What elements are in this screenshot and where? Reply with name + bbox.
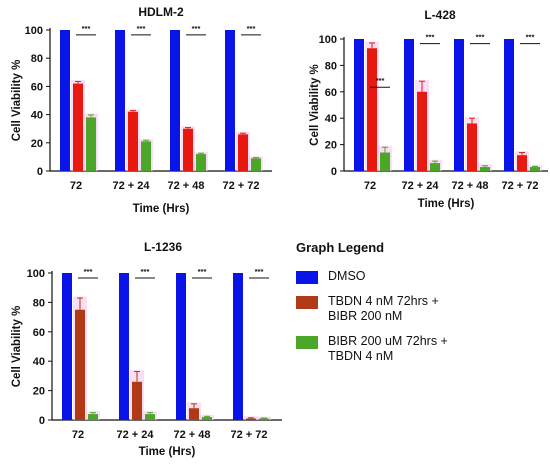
chart1-bar-3 xyxy=(196,154,206,171)
chart1-sig-stars: *** xyxy=(137,24,146,33)
chart3-bar-3 xyxy=(259,418,269,420)
chart3-ytick-label: 40 xyxy=(33,356,45,368)
legend-swatch-bibr-tbdn xyxy=(296,336,318,349)
legend-swatch-tbdn-bibr xyxy=(296,296,318,309)
chart3-bar-2 xyxy=(246,418,256,420)
chart2-bar-1 xyxy=(454,39,464,171)
chart1-sig-stars: *** xyxy=(82,24,91,33)
chart1-bar-2 xyxy=(73,83,83,171)
chart2-sig-stars: *** xyxy=(376,76,385,85)
legend-label-dmso: DMSO xyxy=(328,269,366,283)
chart3-xtick-label: 72 + 48 xyxy=(173,429,210,441)
chart1-sig-stars: *** xyxy=(247,24,256,33)
chart1-bar-3 xyxy=(86,117,96,171)
chart2-ytick-label: 100 xyxy=(319,34,337,46)
chart3-ytick-label: 20 xyxy=(33,386,45,398)
chart1-bar-2 xyxy=(238,134,248,171)
chart2-bar-3 xyxy=(480,167,490,171)
legend-label-tbdn-bibr: TBDN 4 nM 72hrs + BIBR 200 nM xyxy=(328,294,439,323)
chart2-ylabel: Cell Viability % xyxy=(309,64,321,146)
chart3-ytick-label: 80 xyxy=(33,297,45,309)
chart3-sig-stars: *** xyxy=(141,267,150,276)
chart3-sig-stars: *** xyxy=(255,267,264,276)
chart3-ylabel: Cell Viability % xyxy=(11,306,23,388)
chart3-bar-3 xyxy=(202,417,212,420)
chart1-xtick-label: 72 xyxy=(70,180,82,192)
chart2-bar-2 xyxy=(467,123,477,171)
chart3-bar-1 xyxy=(119,273,129,420)
chart3-xtick-label: 72 + 24 xyxy=(116,429,154,441)
chart3-bar-2 xyxy=(75,309,85,420)
chart3-bar-3 xyxy=(88,414,98,420)
chart3-bar-2 xyxy=(189,408,199,420)
chart3-xtick-label: 72 + 72 xyxy=(230,429,267,441)
legend-item-bibr-tbdn: BIBR 200 uM 72hrs + TBDN 4 nM xyxy=(296,334,546,364)
chart2-ytick-label: 20 xyxy=(325,140,337,152)
chart2-bar-3 xyxy=(530,167,540,171)
chart1-xlabel: Time (Hrs) xyxy=(133,203,190,215)
chart1-xtick-label: 72 + 24 xyxy=(112,180,150,192)
chart1-ytick-label: 40 xyxy=(31,110,43,122)
graph-legend: Graph Legend DMSO TBDN 4 nM 72hrs + BIBR… xyxy=(296,240,546,374)
chart2-xtick-label: 72 + 48 xyxy=(451,180,488,192)
chart2-sig-stars: *** xyxy=(426,33,435,42)
chart1-bar-1 xyxy=(60,30,70,171)
chart3-bar-3 xyxy=(145,414,155,420)
chart2-sig-stars: *** xyxy=(526,33,535,42)
chart2-xtick-label: 72 xyxy=(364,180,376,192)
chart3-title: L-1236 xyxy=(144,240,182,254)
chart3-ytick-label: 0 xyxy=(39,415,45,427)
chart2-bar-1 xyxy=(354,39,364,171)
chart1-ylabel: Cell Viability % xyxy=(11,60,23,142)
legend-label-bibr-tbdn: BIBR 200 uM 72hrs + TBDN 4 nM xyxy=(328,334,448,363)
chart2-sig-stars: *** xyxy=(476,33,485,42)
chart3-bar-1 xyxy=(62,273,72,420)
legend-item-dmso: DMSO xyxy=(296,269,546,284)
chart2-title: L-428 xyxy=(424,8,456,22)
chart2-ytick-label: 0 xyxy=(331,166,337,178)
chart1-sig-stars: *** xyxy=(192,24,201,33)
chart2-ytick-label: 40 xyxy=(325,113,337,125)
chart1-xtick-label: 72 + 72 xyxy=(222,180,259,192)
chart1-bar-3 xyxy=(251,158,261,171)
chart2-xlabel: Time (Hrs) xyxy=(418,198,475,210)
chart1-bar-2 xyxy=(128,111,138,171)
chart1-bar-1 xyxy=(115,30,125,171)
legend-item-tbdn-bibr: TBDN 4 nM 72hrs + BIBR 200 nM xyxy=(296,294,546,324)
chart2-ytick-label: 80 xyxy=(325,60,337,72)
chart1-ytick-label: 60 xyxy=(31,81,43,93)
chart3-bar-1 xyxy=(233,273,243,420)
chart1-bar-3 xyxy=(141,141,151,171)
chart2-xtick-label: 72 + 72 xyxy=(501,180,538,192)
chart1-ytick-label: 80 xyxy=(31,53,43,65)
chart1-ytick-label: 20 xyxy=(31,138,43,150)
chart2-bar-2 xyxy=(367,48,377,171)
chart2-bar-3 xyxy=(380,152,390,171)
legend-swatch-dmso xyxy=(296,271,318,284)
chart3-xlabel: Time (Hrs) xyxy=(139,446,196,458)
chart1-ytick-label: 100 xyxy=(25,25,43,37)
chart1-bar-1 xyxy=(225,30,235,171)
chart3-sig-stars: *** xyxy=(84,267,93,276)
chart2-bar-1 xyxy=(404,39,414,171)
chart1-title: HDLM-2 xyxy=(138,5,184,19)
chart2-bar-1 xyxy=(504,39,514,171)
chart3-xtick-label: 72 xyxy=(72,429,84,441)
chart1-ytick-label: 0 xyxy=(37,166,43,178)
chart2-bar-3 xyxy=(430,163,440,171)
chart2-xtick-label: 72 + 24 xyxy=(401,180,439,192)
chart2-bar-2 xyxy=(417,91,427,171)
chart3-sig-stars: *** xyxy=(198,267,207,276)
legend-title: Graph Legend xyxy=(296,240,385,255)
chart2-bar-2 xyxy=(517,155,527,171)
chart1-bar-1 xyxy=(170,30,180,171)
chart3-ytick-label: 100 xyxy=(27,268,45,280)
chart3-bar-2 xyxy=(132,381,142,420)
chart1-xtick-label: 72 + 48 xyxy=(167,180,204,192)
chart3-bar-1 xyxy=(176,273,186,420)
chart1-bar-2 xyxy=(183,128,193,171)
chart3-ytick-label: 60 xyxy=(33,327,45,339)
chart2-ytick-label: 60 xyxy=(325,87,337,99)
